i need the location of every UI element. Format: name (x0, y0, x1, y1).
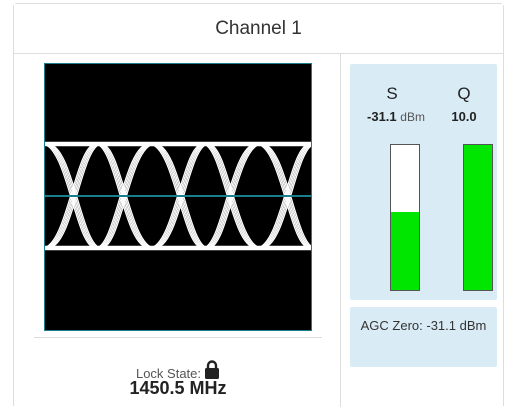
q-level-fill (464, 145, 492, 290)
signal-quality-box: S Q -31.1 dBm 10.0 (350, 64, 497, 300)
panel-title: Channel 1 (14, 4, 503, 54)
s-level-bar (390, 144, 420, 291)
agc-zero-box: AGC Zero: -31.1 dBm (350, 307, 497, 367)
lock-icon (204, 360, 220, 379)
channel-panel: Channel 1 Lock State: 1450.5 MHz (13, 3, 504, 407)
lock-state-row: Lock State: (34, 360, 322, 381)
lock-state-section: Lock State: 1450.5 MHz (34, 337, 322, 408)
q-level-bar (463, 144, 493, 291)
agc-zero-text: AGC Zero: -31.1 dBm (360, 318, 487, 333)
s-value-row: -31.1 dBm (356, 109, 436, 124)
s-label: S (386, 84, 398, 103)
s-value: -31.1 (367, 109, 397, 124)
lock-frequency: 1450.5 MHz (129, 378, 227, 398)
s-level-fill (391, 211, 419, 290)
eye-diagram (44, 63, 312, 331)
s-unit: dBm (400, 110, 425, 124)
lock-state-label: Lock State: (135, 366, 202, 381)
eye-diagram-column: Lock State: 1450.5 MHz (14, 54, 341, 407)
signal-quality-column: S Q -31.1 dBm 10.0 AGC Zero: -31.1 dBm (350, 64, 497, 407)
q-value: 10.0 (451, 109, 477, 124)
eye-diagram-plot (45, 141, 311, 251)
q-label: Q (457, 84, 471, 103)
